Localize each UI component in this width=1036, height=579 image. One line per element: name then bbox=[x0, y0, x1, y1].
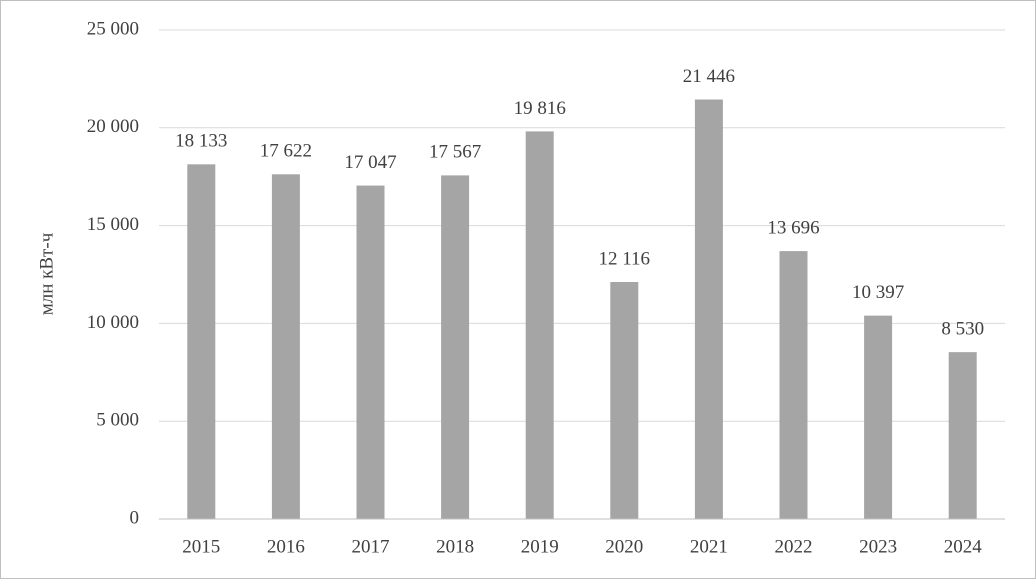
y-tick-label: 5 000 bbox=[96, 410, 139, 431]
y-axis-label: млн кВт-ч bbox=[36, 232, 57, 315]
bar bbox=[525, 131, 554, 519]
bar bbox=[864, 315, 893, 519]
x-tick-label: 2023 bbox=[859, 536, 897, 557]
x-tick-label: 2019 bbox=[521, 536, 559, 557]
x-tick-label: 2021 bbox=[690, 536, 728, 557]
value-label: 13 696 bbox=[767, 217, 819, 238]
y-tick-label: 20 000 bbox=[87, 116, 139, 137]
value-label: 12 116 bbox=[599, 248, 651, 269]
y-tick-label: 25 000 bbox=[87, 18, 139, 39]
x-tick-label: 2016 bbox=[267, 536, 305, 557]
value-label: 17 622 bbox=[260, 141, 312, 162]
y-tick-label: 15 000 bbox=[87, 214, 139, 235]
x-tick-label: 2018 bbox=[436, 536, 474, 557]
value-label: 21 446 bbox=[683, 66, 735, 87]
bar bbox=[441, 175, 470, 520]
bar bbox=[948, 352, 977, 519]
bar bbox=[271, 174, 300, 520]
x-tick-label: 2022 bbox=[775, 536, 813, 557]
bar bbox=[694, 99, 723, 520]
x-tick-label: 2017 bbox=[352, 536, 390, 557]
bar bbox=[610, 282, 639, 519]
y-tick-label: 0 bbox=[130, 507, 140, 528]
value-label: 8 530 bbox=[941, 319, 984, 340]
value-label: 10 397 bbox=[852, 282, 904, 303]
x-tick-label: 2020 bbox=[605, 536, 643, 557]
x-tick-label: 2015 bbox=[182, 536, 220, 557]
value-label: 19 816 bbox=[514, 98, 566, 119]
x-tick-label: 2024 bbox=[944, 536, 983, 557]
value-label: 17 567 bbox=[429, 142, 481, 163]
bar bbox=[779, 251, 808, 519]
bar bbox=[356, 185, 385, 520]
value-label: 18 133 bbox=[175, 131, 227, 152]
bar bbox=[187, 164, 216, 519]
value-label: 17 047 bbox=[344, 152, 396, 173]
y-tick-label: 10 000 bbox=[87, 312, 139, 333]
